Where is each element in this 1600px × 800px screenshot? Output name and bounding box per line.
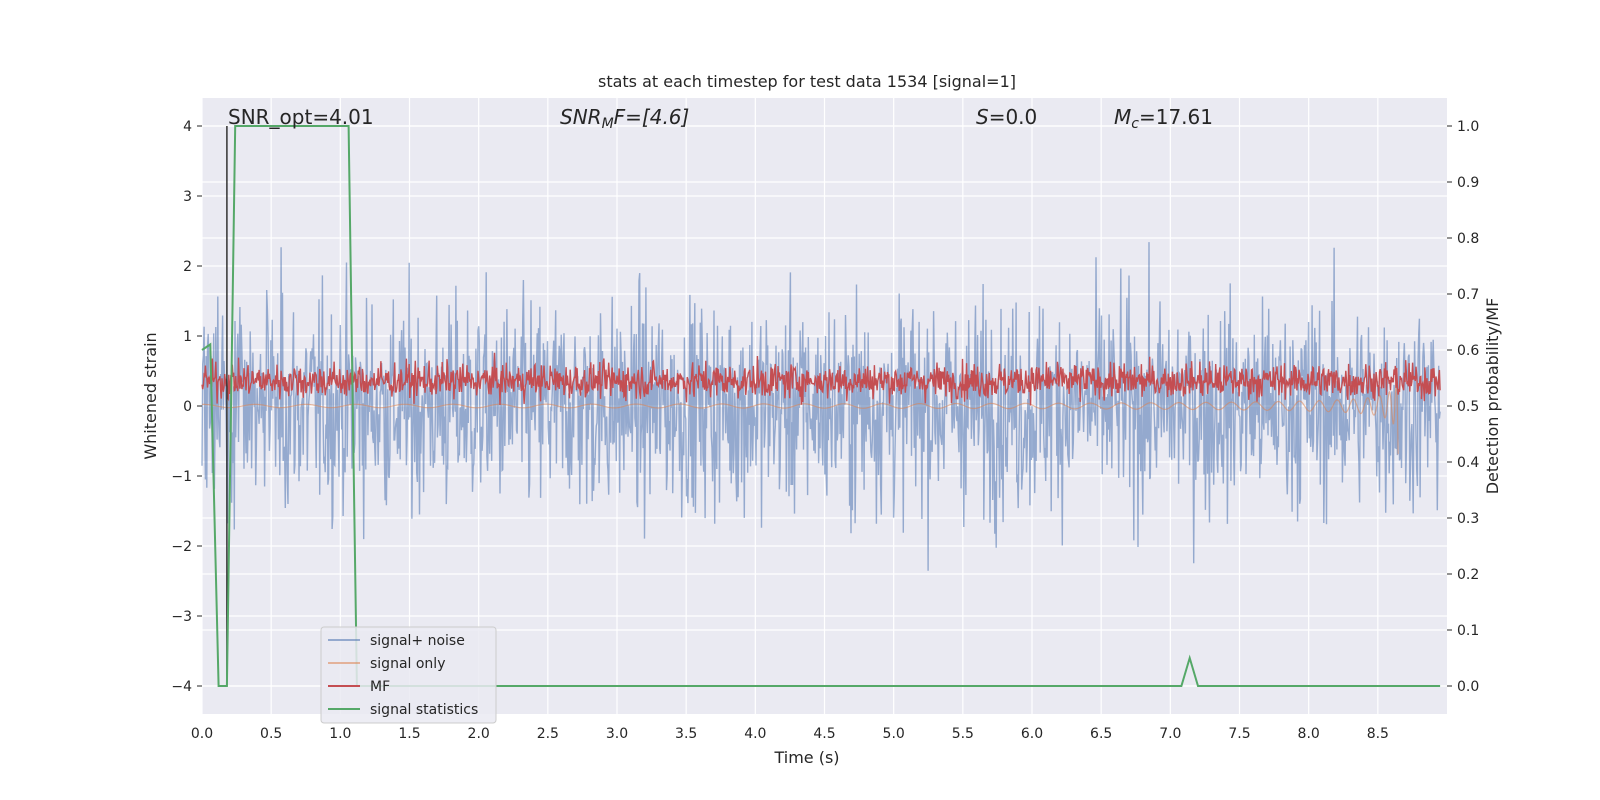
series-line-signal-only [202,380,1399,455]
y-tick-label-right: 0.6 [1457,343,1479,359]
x-tick-label: 3.0 [606,726,628,742]
x-tick-label: 2.5 [537,726,559,742]
y-tick-label-right: 0.1 [1457,623,1479,639]
x-tick-label: 7.5 [1228,726,1250,742]
x-tick-label: 3.5 [675,726,697,742]
annotation-s: S=0.0 [976,105,1037,129]
legend-label-signal-only: signal only [370,656,445,672]
y-axis-label-right: Detection probability/MF [1483,298,1502,495]
y-tick-label-left: 1 [183,329,192,345]
x-ticks: 0.0 0.5 1.0 1.5 2.0 2.5 3.0 3.5 4.0 4.5 5.0 5.5 6.0 6… [191,726,1389,742]
x-tick-label: 1.0 [329,726,351,742]
y-ticks-right: 1.0 0.9 0.8 0.7 0.6 0.5 0.4 0.3 0.2 0.1 0.0 [1447,119,1479,695]
y-tick-label-right: 0.9 [1457,175,1479,191]
legend-label-signal-plus-noise: signal+ noise [370,633,465,649]
x-tick-label: 4.5 [813,726,835,742]
y-ticks-left: 4 3 2 1 0 −1 −2 −3 −4 [171,119,202,695]
y-tick-label-right: 0.2 [1457,567,1479,583]
y-tick-label-left: 0 [183,399,192,415]
y-tick-label-right: 0.0 [1457,679,1479,695]
legend: signal+ noise signal only MF signal stat… [320,626,497,724]
series-line-mf [201,352,1441,406]
annotation-snr-opt: SNR_opt=4.01 [228,105,374,129]
annotation-mc: Mc=17.61 [1114,105,1213,132]
x-tick-label: 0.5 [260,726,282,742]
series-signal-plus-noise [201,242,1441,571]
y-tick-label-left: −4 [171,679,192,695]
legend-label-mf: MF [370,679,390,695]
plot-series [201,125,1441,687]
y-axis-label-left: Whitened strain [141,332,160,459]
y-tick-label-right: 0.3 [1457,511,1479,527]
series-line-signal-statistics [201,125,1441,687]
annotation-snr-mf: SNRMF=[4.6] [560,105,689,132]
series-mf [201,352,1441,406]
y-tick-label-left: 2 [183,259,192,275]
x-axis-label: Time (s) [773,748,839,767]
y-tick-label-left: 3 [183,189,192,205]
y-tick-label-right: 1.0 [1457,119,1479,135]
x-tick-label: 1.5 [398,726,420,742]
y-tick-label-right: 0.8 [1457,231,1479,247]
y-tick-label-left: 4 [183,119,192,135]
y-tick-label-right: 0.7 [1457,287,1479,303]
x-tick-label: 2.0 [468,726,490,742]
y-tick-label-left: −1 [171,469,192,485]
chart-title: stats at each timestep for test data 153… [598,72,1016,91]
x-tick-label: 5.5 [952,726,974,742]
x-tick-label: 6.5 [1090,726,1112,742]
x-tick-label: 4.0 [744,726,766,742]
y-tick-label-right: 0.4 [1457,455,1479,471]
x-tick-label: 7.0 [1159,726,1181,742]
y-tick-label-right: 0.5 [1457,399,1479,415]
series-signal-statistics [201,125,1441,687]
legend-box [320,626,497,724]
x-tick-label: 5.0 [883,726,905,742]
y-tick-label-left: −2 [171,539,192,555]
legend-label-signal-statistics: signal statistics [370,702,478,718]
x-tick-label: 0.0 [191,726,213,742]
series-signal-only [202,380,1399,455]
series-line-signal-plus-noise [201,242,1441,571]
x-tick-label: 6.0 [1021,726,1043,742]
x-tick-label: 8.5 [1367,726,1389,742]
x-tick-label: 8.0 [1298,726,1320,742]
y-tick-label-left: −3 [171,609,192,625]
